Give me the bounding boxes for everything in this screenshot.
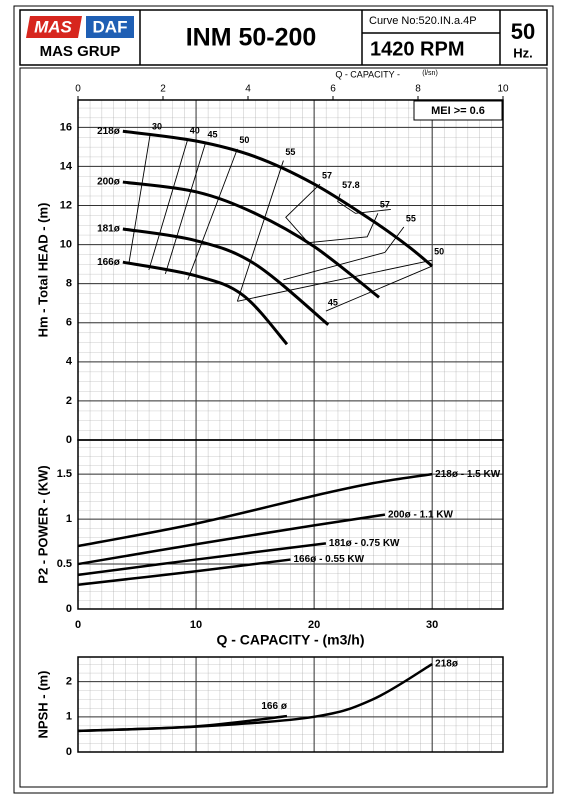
series-line (122, 227, 330, 326)
y-axis-label: NPSH - (m) (35, 671, 50, 739)
efficiency-line (325, 265, 433, 312)
frequency-unit: Hz. (513, 45, 533, 60)
series-line (77, 472, 433, 548)
model: INM 50-200 (186, 24, 317, 52)
efficiency-line (236, 160, 284, 302)
page-border (13, 5, 554, 794)
efficiency-line (164, 142, 206, 275)
annotation-box (413, 100, 503, 121)
series-label: 200ø (97, 177, 121, 188)
x2-tick-label: 0 (75, 84, 81, 95)
y-tick-label: 0 (66, 434, 72, 446)
chart: 0 2 4 6 8 10 12 14 16 0 2 4 6 8 10 Q - CAPACITY - (l/sn)… (35, 69, 509, 446)
efficiency-line (128, 135, 151, 265)
series-label: 218ø (97, 126, 121, 137)
series-label: 218ø - 1.5 KW (435, 469, 501, 480)
x-axis-label: Q - CAPACITY - (m3/h) (216, 632, 364, 648)
logo-daf: DAF (93, 17, 128, 36)
x2-tick-label: 6 (330, 84, 336, 95)
x-tick-label: 30 (426, 619, 438, 631)
y-tick-label: 10 (60, 239, 72, 251)
y-tick-label: 1.5 (57, 468, 72, 480)
series-label: 166 ø (261, 701, 287, 712)
x2-tick-label: 8 (415, 84, 421, 95)
efficiency-label: 50 (239, 135, 249, 145)
minor-grid (78, 657, 503, 752)
chart: 0 1 2 218ø 166 ø NPSH - (m) (35, 656, 504, 758)
y-tick-label: 2 (66, 676, 72, 688)
y-tick-label: 2 (66, 395, 72, 407)
minor-grid (78, 440, 503, 609)
efficiency-label: 40 (190, 125, 200, 135)
plot-border (77, 439, 504, 610)
efficiency-line (187, 148, 238, 280)
plot-border (77, 656, 504, 753)
efficiency-label: 55 (406, 213, 416, 223)
series-label: 166ø - 0.55 KW (294, 554, 365, 565)
series-line (77, 542, 327, 577)
y-tick-label: 8 (66, 278, 72, 290)
series-line (77, 714, 288, 733)
y-tick-label: 12 (60, 199, 72, 211)
y-tick-label: 14 (60, 160, 73, 172)
series-label: 166ø (97, 257, 121, 268)
chart-frame (19, 67, 548, 788)
y-axis-label: P2 - POWER - (KW) (35, 465, 50, 583)
x2-axis-label: Q - CAPACITY - (335, 69, 400, 79)
efficiency-label: 45 (208, 129, 218, 139)
efficiency-line (148, 138, 189, 271)
series-line (77, 513, 386, 566)
x-tick-label: 10 (190, 619, 202, 631)
logo-mas: MAS (34, 17, 72, 36)
series-label: 181ø - 0.75 KW (329, 538, 400, 549)
x2-tick-label: 2 (160, 84, 166, 95)
frequency: 50 (511, 19, 535, 44)
speed: 1420 RPM (370, 38, 465, 60)
annotation: MEI >= 0.6 (431, 105, 485, 117)
x-tick-label: 20 (308, 619, 320, 631)
efficiency-label: 50 (434, 247, 444, 257)
series-line (122, 260, 289, 346)
efficiency-line (285, 183, 321, 243)
chart: 0 0.5 1 1.5 0 10 20 30 218ø - 1.5 KW 200ø - 1.1 K… (35, 439, 504, 648)
company: MAS GRUP (40, 43, 121, 60)
series-label: 181ø (97, 224, 121, 235)
header-box (19, 9, 548, 66)
efficiency-label: 30 (152, 122, 162, 132)
series-line (77, 558, 291, 586)
logo-mas-bg (26, 16, 82, 38)
efficiency-label: 57 (322, 170, 332, 180)
y-tick-label: 6 (66, 317, 72, 329)
y-tick-label: 1 (66, 711, 72, 723)
x-tick-label: 0 (75, 619, 81, 631)
x2-tick-label: 4 (245, 84, 251, 95)
y-tick-label: 16 (60, 121, 72, 133)
efficiency-line (237, 259, 433, 302)
y-tick-label: 4 (66, 356, 73, 368)
series-label: 200ø - 1.1 KW (388, 509, 454, 520)
efficiency-label: 55 (285, 147, 295, 157)
efficiency-label: 57.8 (342, 180, 360, 190)
y-tick-label: 0 (66, 603, 72, 615)
series-line (122, 180, 380, 299)
series-label: 218ø (435, 659, 459, 670)
series-line (122, 129, 434, 268)
x2-tick-label: 10 (497, 84, 509, 95)
y-tick-label: 0.5 (57, 558, 72, 570)
x2-axis-unit: (l/sn) (422, 70, 438, 77)
curve-no: Curve No:520.IN.a.4P (369, 15, 477, 27)
y-axis-label: Hm - Total HEAD - (m) (35, 203, 50, 338)
y-tick-label: 0 (66, 746, 72, 758)
efficiency-label: 45 (328, 297, 338, 307)
y-tick-label: 1 (66, 513, 72, 525)
efficiency-label: 57 (380, 200, 390, 210)
efficiency-line (283, 226, 405, 281)
logo-daf-bg (86, 16, 134, 38)
header: MAS DAF MAS GRUP INM 50-200 Curve No:520… (19, 9, 548, 66)
